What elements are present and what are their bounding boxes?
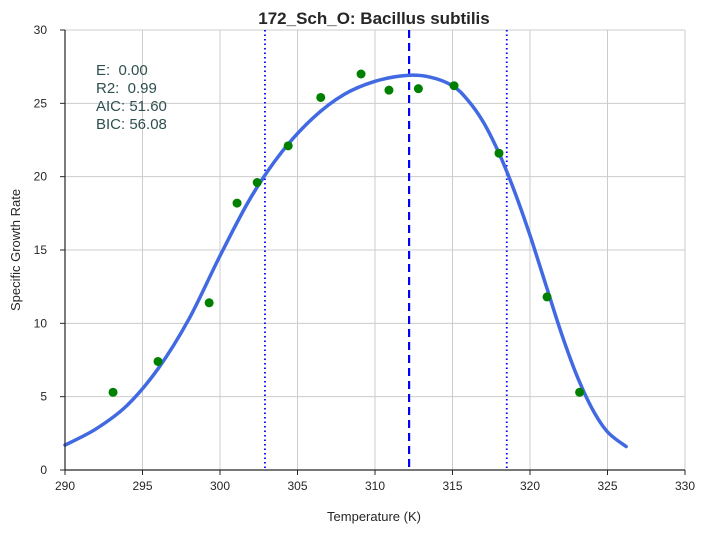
data-point xyxy=(449,81,459,91)
x-axis-label: Temperature (K) xyxy=(327,509,421,524)
y-axis-label: Specific Growth Rate xyxy=(8,189,23,311)
data-point xyxy=(575,387,585,397)
reference-lines xyxy=(264,30,508,470)
y-tick-label: 15 xyxy=(34,243,48,257)
x-ticks: 290 295 300 305 310 315 320 325 330 xyxy=(55,470,695,493)
data-point xyxy=(252,178,262,188)
stat-line: E: 0.00 xyxy=(96,62,148,79)
data-point xyxy=(108,387,118,397)
x-tick-label: 325 xyxy=(597,479,617,493)
x-tick-label: 320 xyxy=(520,479,540,493)
data-point xyxy=(204,298,214,308)
stat-line: R2: 0.99 xyxy=(96,80,157,97)
fit-curve xyxy=(63,73,628,449)
y-tick-label: 0 xyxy=(40,463,47,477)
data-point xyxy=(384,85,394,95)
y-tick-label: 30 xyxy=(34,23,48,37)
x-tick-label: 310 xyxy=(365,479,385,493)
stat-line: BIC: 56.08 xyxy=(96,116,167,133)
x-tick-label: 295 xyxy=(132,479,152,493)
data-point xyxy=(283,141,293,151)
x-tick-label: 315 xyxy=(442,479,462,493)
data-point xyxy=(153,356,163,366)
y-tick-label: 25 xyxy=(34,96,48,110)
data-point xyxy=(413,84,423,94)
x-tick-label: 300 xyxy=(210,479,230,493)
chart-title: 172_Sch_O: Bacillus subtilis xyxy=(258,9,489,28)
stat-line: AIC: 51.60 xyxy=(96,98,167,115)
data-point xyxy=(542,292,552,302)
data-point xyxy=(356,69,366,79)
fit-curve-group xyxy=(63,73,628,449)
grid xyxy=(64,29,686,471)
y-tick-label: 10 xyxy=(34,316,48,330)
y-tick-label: 20 xyxy=(34,170,48,184)
data-point xyxy=(232,198,242,208)
y-ticks: 0 5 10 15 20 25 30 xyxy=(34,23,65,477)
data-point xyxy=(316,92,326,102)
x-tick-label: 330 xyxy=(675,479,695,493)
x-tick-label: 305 xyxy=(287,479,307,493)
y-tick-label: 5 xyxy=(40,390,47,404)
data-points xyxy=(108,69,585,397)
data-point xyxy=(494,148,504,158)
x-tick-label: 290 xyxy=(55,479,75,493)
